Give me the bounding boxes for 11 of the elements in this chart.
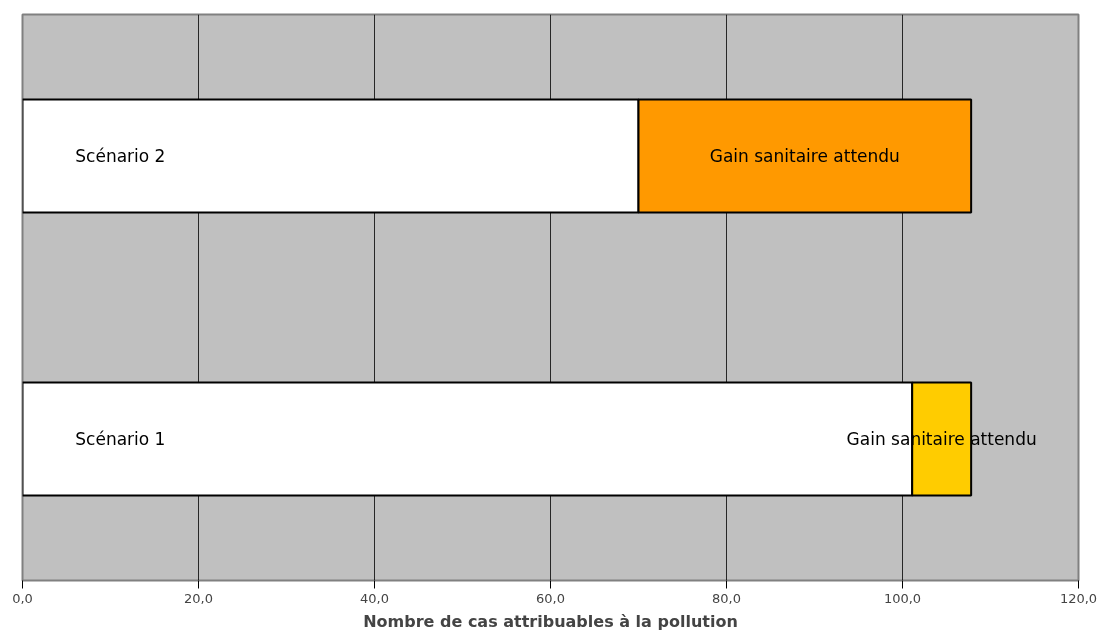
x-tick-label: 20,0 (184, 590, 213, 606)
x-tick-label: 100,0 (883, 590, 922, 606)
x-tick-label: 40,0 (360, 590, 389, 606)
x-tick-label: 120,0 (1059, 590, 1098, 606)
data-label: Scénario 2 (75, 146, 166, 166)
x-axis-title: Nombre de cas attribuables à la pollution (363, 611, 738, 631)
x-tick-label: 80,0 (712, 590, 741, 606)
x-tick-label: 0,0 (12, 590, 33, 606)
data-label: Scénario 1 (75, 429, 166, 449)
x-tick-label: 60,0 (536, 590, 565, 606)
data-label: Gain sanitaire attendu (709, 146, 900, 166)
